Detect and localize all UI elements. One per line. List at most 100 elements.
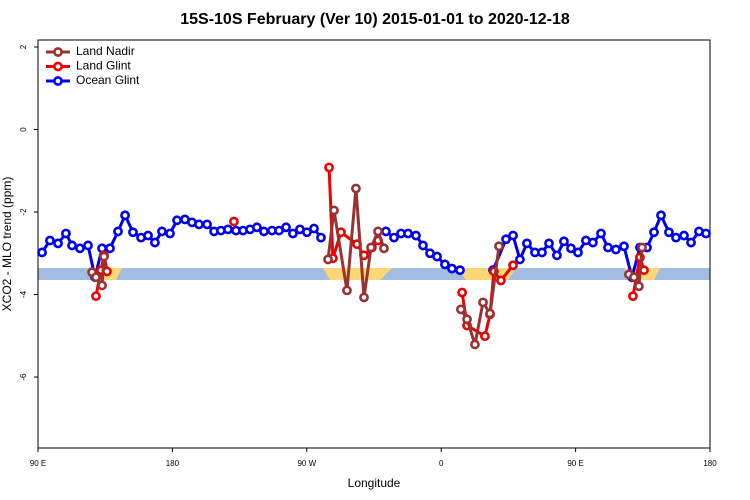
data-point xyxy=(462,314,472,325)
data-point xyxy=(379,243,389,254)
data-point xyxy=(514,254,525,265)
data-point xyxy=(157,226,167,237)
data-point xyxy=(150,237,160,248)
legend-label: Ocean Glint xyxy=(76,73,140,87)
data-point xyxy=(432,251,442,262)
y-tick-label: 0 xyxy=(19,127,28,132)
data-point xyxy=(165,228,175,239)
legend-marker xyxy=(53,47,63,57)
data-point xyxy=(566,243,576,254)
data-point xyxy=(302,227,312,238)
data-point xyxy=(559,236,569,247)
chart-title: 15S-10S February (Ver 10) 2015-01-01 to … xyxy=(180,11,570,28)
data-point xyxy=(537,247,547,258)
data-point xyxy=(381,226,391,237)
data-point xyxy=(342,285,352,296)
data-point xyxy=(373,226,383,237)
data-point xyxy=(359,292,369,303)
x-tick-label: 90 E xyxy=(30,459,46,468)
data-point xyxy=(143,230,153,241)
data-point xyxy=(194,219,204,230)
data-point xyxy=(494,241,504,252)
x-tick-label: 0 xyxy=(439,459,444,468)
data-point xyxy=(701,228,711,239)
data-point xyxy=(671,232,681,243)
data-point xyxy=(45,235,55,246)
x-axis-label: Longitude xyxy=(348,476,401,490)
data-point xyxy=(629,272,639,283)
data-point xyxy=(508,260,518,271)
data-point xyxy=(522,238,532,249)
data-point xyxy=(573,247,583,258)
data-point xyxy=(611,244,621,255)
y-tick-label: -2 xyxy=(19,208,28,216)
x-tick-label: 180 xyxy=(166,459,180,468)
data-point xyxy=(656,210,666,221)
data-point xyxy=(485,308,495,319)
data-point xyxy=(457,287,468,298)
y-axis-label: XCO2 - MLO trend (ppm) xyxy=(0,177,14,312)
data-point xyxy=(456,304,466,315)
data-point xyxy=(664,227,674,238)
y-tick-label: -6 xyxy=(19,373,28,381)
data-point xyxy=(105,243,115,254)
data-point xyxy=(596,228,606,239)
data-point xyxy=(223,224,233,235)
data-point xyxy=(411,230,421,241)
legend-label: Land Glint xyxy=(76,59,131,73)
legend-marker xyxy=(53,61,63,72)
data-point xyxy=(508,230,518,241)
data-point xyxy=(447,263,457,274)
data-point xyxy=(91,272,101,283)
data-point xyxy=(61,228,71,239)
plot-frame xyxy=(37,39,711,449)
data-point xyxy=(619,241,629,252)
data-point xyxy=(351,183,361,194)
data-point xyxy=(281,222,291,233)
data-point xyxy=(679,230,689,241)
data-point xyxy=(440,259,450,270)
data-point xyxy=(67,240,77,251)
data-point xyxy=(455,265,465,276)
data-point xyxy=(229,216,239,227)
data-point xyxy=(389,232,399,243)
data-point xyxy=(649,227,659,238)
x-tick-label: 90 W xyxy=(297,459,316,468)
data-point xyxy=(83,240,93,251)
legend-label: Land Nadir xyxy=(76,44,135,58)
data-point xyxy=(544,238,554,249)
legend-marker xyxy=(53,76,63,86)
x-tick-label: 180 xyxy=(703,459,717,468)
data-point xyxy=(202,219,212,230)
data-point xyxy=(259,226,269,237)
data-point xyxy=(603,242,613,253)
data-point xyxy=(53,238,63,249)
series-line xyxy=(90,188,644,345)
data-point xyxy=(37,247,47,258)
data-point xyxy=(366,242,376,253)
data-point xyxy=(75,243,85,254)
land-band xyxy=(323,268,392,280)
data-point xyxy=(634,281,644,292)
data-point xyxy=(637,242,647,253)
data-point xyxy=(329,205,339,216)
data-point xyxy=(478,297,488,308)
data-point xyxy=(403,228,413,239)
data-point xyxy=(552,250,562,261)
data-point xyxy=(480,331,490,342)
data-point xyxy=(628,291,638,302)
data-point xyxy=(288,228,298,239)
data-point xyxy=(496,275,506,286)
data-point xyxy=(128,227,138,238)
data-point xyxy=(97,280,107,291)
x-tick-label: 90 E xyxy=(567,459,583,468)
data-point xyxy=(588,237,598,248)
data-point xyxy=(418,240,428,251)
data-point xyxy=(172,215,182,226)
y-tick-label: 2 xyxy=(19,44,28,49)
data-point xyxy=(309,223,319,234)
data-point xyxy=(113,226,123,237)
data-point xyxy=(501,234,511,245)
